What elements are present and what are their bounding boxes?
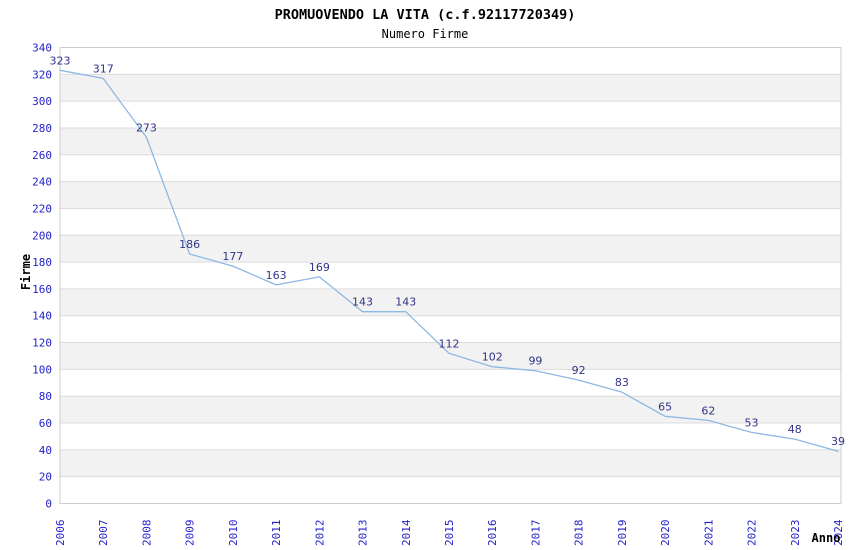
data-point-label: 163 — [266, 269, 287, 282]
data-point-label: 99 — [528, 355, 542, 368]
data-point-label: 92 — [572, 364, 586, 377]
x-tick-label: 2007 — [97, 520, 110, 547]
plot-band — [60, 342, 841, 370]
data-point-label: 112 — [439, 337, 460, 350]
data-point-label: 273 — [136, 121, 157, 134]
data-point-label: 53 — [745, 416, 759, 429]
chart-subtitle: Numero Firme — [382, 27, 469, 41]
data-point-label: 83 — [615, 376, 629, 389]
x-tick-label: 2010 — [227, 520, 240, 547]
x-tick-label: 2013 — [357, 520, 370, 547]
plot-band — [60, 181, 841, 209]
x-tick-label: 2017 — [529, 520, 542, 547]
plot-border — [59, 47, 842, 504]
y-tick-label: 80 — [39, 390, 52, 403]
data-point-label: 143 — [352, 296, 373, 309]
y-tick-label: 280 — [32, 122, 52, 135]
plot-area: 0 20 40 60 80 100 120 140 160 180 200 220 240 260 280 3… — [32, 42, 845, 547]
y-tick-label: 180 — [32, 256, 52, 269]
data-point-label: 62 — [701, 404, 715, 417]
chart-line — [59, 69, 839, 452]
y-tick-label: 120 — [32, 337, 52, 350]
plot-band — [60, 449, 841, 477]
plot-band — [60, 396, 841, 424]
data-point-label: 169 — [309, 261, 330, 274]
x-tick-label: 2015 — [443, 520, 456, 547]
data-point-label: 39 — [831, 435, 845, 448]
y-tick-label: 0 — [45, 498, 52, 511]
data-point-label: 102 — [482, 351, 503, 364]
data-point-label: 317 — [93, 62, 114, 75]
y-tick-label: 100 — [32, 363, 52, 376]
x-tick-label: 2018 — [573, 520, 586, 547]
data-point-label: 177 — [222, 250, 243, 263]
data-point-label: 143 — [395, 296, 416, 309]
plot-band — [60, 235, 841, 263]
plot-band — [60, 288, 841, 316]
plot-band — [60, 74, 841, 102]
x-tick-label: 2019 — [616, 520, 629, 547]
x-tick-label: 2009 — [184, 520, 197, 547]
chart-title: PROMUOVENDO LA VITA (c.f.92117720349) — [275, 7, 576, 23]
data-point-label: 48 — [788, 423, 802, 436]
x-tick-label: 2006 — [54, 520, 67, 547]
y-tick-label: 20 — [39, 471, 52, 484]
x-tick-label: 2022 — [746, 520, 759, 547]
y-axis-title: Firme — [19, 254, 33, 290]
y-tick-label: 60 — [39, 417, 52, 430]
x-tick-label: 2011 — [270, 520, 283, 547]
data-point-label: 186 — [179, 238, 200, 251]
y-tick-label: 260 — [32, 149, 52, 162]
x-tick-label: 2012 — [313, 520, 326, 547]
x-tick-label: 2020 — [659, 520, 672, 547]
x-tick-label: 2023 — [789, 520, 802, 547]
y-tick-label: 220 — [32, 202, 52, 215]
x-tick-label: 2021 — [702, 520, 715, 547]
data-point-label: 323 — [50, 54, 71, 67]
y-tick-label: 240 — [32, 176, 52, 189]
x-tick-label: 2008 — [140, 520, 153, 547]
data-point-label: 65 — [658, 400, 672, 413]
y-tick-label: 320 — [32, 68, 52, 81]
y-tick-label: 340 — [32, 42, 52, 55]
x-axis-title: Anno — [812, 531, 841, 545]
x-tick-label: 2024 — [832, 519, 845, 546]
y-tick-label: 200 — [32, 229, 52, 242]
y-tick-label: 300 — [32, 95, 52, 108]
y-tick-label: 40 — [39, 444, 52, 457]
plot-band — [60, 127, 841, 155]
y-tick-label: 140 — [32, 310, 52, 323]
x-tick-label: 2016 — [486, 520, 499, 547]
x-tick-label: 2014 — [400, 519, 413, 546]
y-tick-label: 160 — [32, 283, 52, 296]
